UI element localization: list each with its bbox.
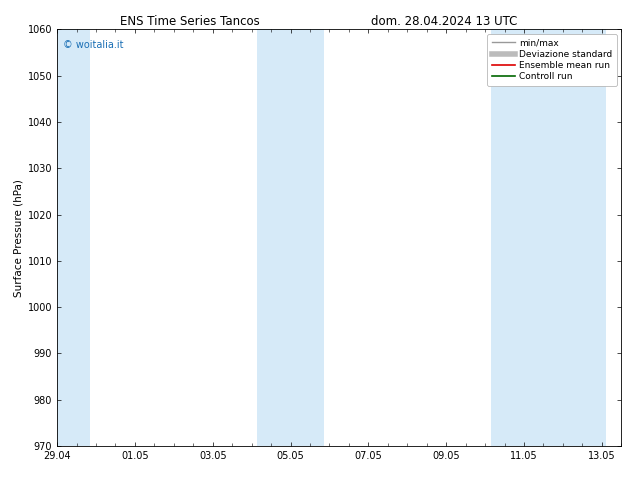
Legend: min/max, Deviazione standard, Ensemble mean run, Controll run: min/max, Deviazione standard, Ensemble m… <box>488 34 617 86</box>
Bar <box>53 29 90 446</box>
Text: © woitalia.it: © woitalia.it <box>63 40 123 50</box>
Text: dom. 28.04.2024 13 UTC: dom. 28.04.2024 13 UTC <box>371 15 517 28</box>
Y-axis label: Surface Pressure (hPa): Surface Pressure (hPa) <box>13 179 23 296</box>
Title: ENS Time Series Tancos      dom. 28.04.2024 13 UTC: ENS Time Series Tancos dom. 28.04.2024 1… <box>0 489 1 490</box>
Bar <box>257 29 323 446</box>
Bar <box>491 29 605 446</box>
Text: ENS Time Series Tancos: ENS Time Series Tancos <box>120 15 260 28</box>
